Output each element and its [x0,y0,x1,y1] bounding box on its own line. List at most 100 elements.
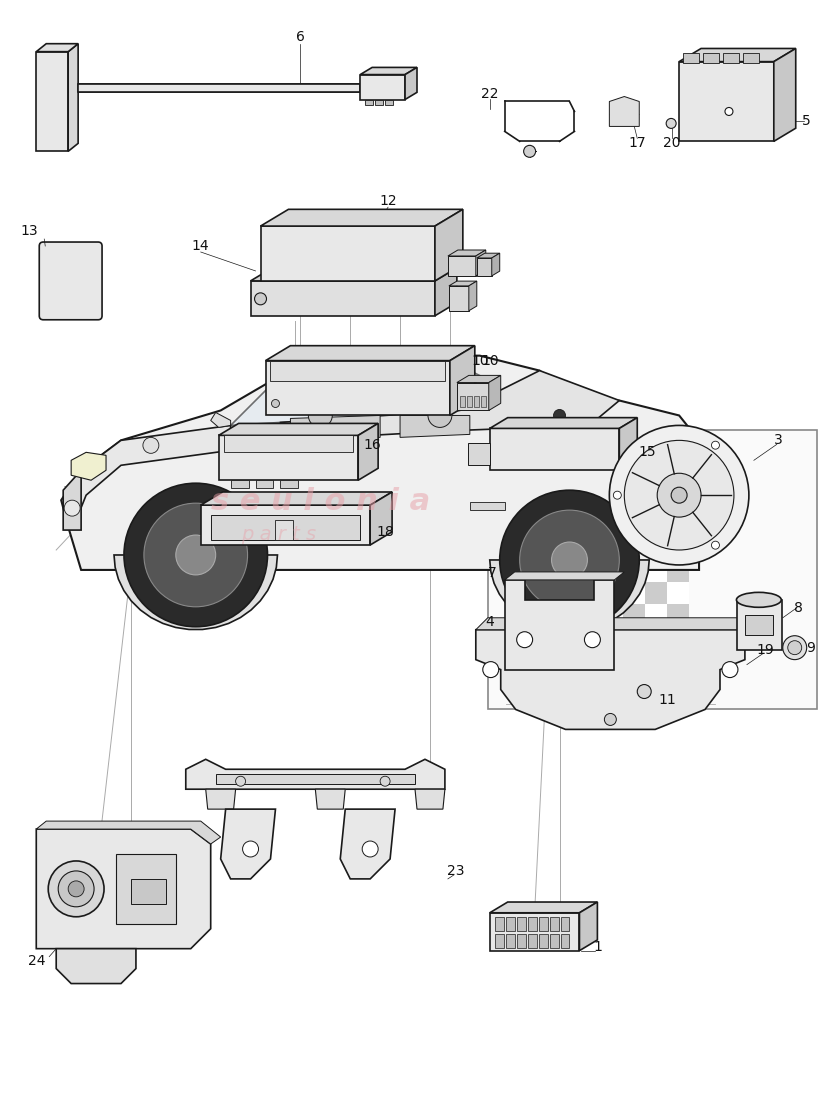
Polygon shape [457,375,500,383]
Polygon shape [505,580,615,670]
Polygon shape [250,267,457,280]
Polygon shape [405,67,417,99]
Polygon shape [211,412,231,428]
Circle shape [48,861,104,916]
Polygon shape [580,902,597,950]
Circle shape [637,684,651,699]
Bar [667,582,689,604]
Bar [601,648,623,670]
Polygon shape [36,821,221,844]
Circle shape [788,640,801,654]
Bar [495,916,504,931]
Polygon shape [201,492,392,505]
Polygon shape [477,258,492,276]
Polygon shape [435,209,463,280]
Polygon shape [490,428,620,471]
Text: 19: 19 [756,642,774,657]
Text: 8: 8 [794,601,803,615]
Polygon shape [490,902,597,913]
Bar [224,436,354,452]
Bar [580,648,601,670]
Polygon shape [231,355,480,426]
Circle shape [254,293,267,305]
Bar [231,481,249,488]
Bar [646,582,667,604]
Circle shape [309,404,332,428]
Polygon shape [78,84,360,91]
Circle shape [722,661,738,678]
Text: 24: 24 [28,954,45,968]
Polygon shape [360,67,417,75]
Polygon shape [360,75,405,99]
Bar [470,503,505,510]
Bar [723,53,739,63]
Text: 12: 12 [379,195,397,208]
Polygon shape [219,436,358,481]
Polygon shape [490,913,580,950]
Bar [580,604,601,626]
Circle shape [243,842,259,857]
Ellipse shape [736,593,781,607]
Bar [743,53,759,63]
Polygon shape [260,227,435,280]
Bar [300,497,335,505]
Polygon shape [415,789,445,810]
Text: 11: 11 [658,693,676,706]
Polygon shape [260,209,463,227]
Bar [580,560,601,582]
Text: 14: 14 [192,239,209,253]
Polygon shape [71,452,106,481]
FancyBboxPatch shape [39,242,102,320]
Circle shape [554,409,565,421]
Bar [667,604,689,626]
Circle shape [68,881,84,896]
Circle shape [236,777,245,786]
Polygon shape [469,282,477,311]
Bar [467,396,472,407]
Text: 17: 17 [629,136,646,151]
Polygon shape [679,62,774,142]
Bar [505,916,515,931]
Circle shape [289,399,301,411]
Circle shape [625,440,734,550]
Polygon shape [201,505,370,544]
Polygon shape [280,371,620,440]
Bar [539,916,548,931]
Polygon shape [449,286,469,311]
Text: 6: 6 [296,30,305,44]
Bar [646,648,667,670]
Text: 23: 23 [447,864,465,878]
Bar [385,99,393,106]
Bar [488,430,816,710]
Polygon shape [36,829,211,948]
Bar [474,396,479,407]
Bar [623,582,646,604]
Circle shape [272,399,279,407]
Circle shape [711,541,720,549]
Polygon shape [206,789,236,810]
Bar [528,934,536,948]
Polygon shape [490,418,637,428]
Polygon shape [114,556,278,629]
Polygon shape [449,282,477,286]
Circle shape [176,535,216,575]
Circle shape [144,503,248,607]
Text: 18: 18 [376,525,394,539]
Bar [580,626,601,648]
Bar [646,604,667,626]
Polygon shape [774,48,796,142]
Circle shape [671,487,687,503]
Text: 22: 22 [481,87,499,100]
Text: 3: 3 [775,433,783,448]
Polygon shape [221,810,275,879]
Text: 13: 13 [21,224,38,238]
Bar [216,774,415,784]
Polygon shape [400,416,470,438]
Circle shape [58,871,94,906]
Circle shape [483,661,499,678]
Bar [211,515,360,540]
Text: 10: 10 [481,353,499,367]
Polygon shape [448,256,476,276]
Circle shape [711,441,720,449]
Circle shape [500,491,639,629]
